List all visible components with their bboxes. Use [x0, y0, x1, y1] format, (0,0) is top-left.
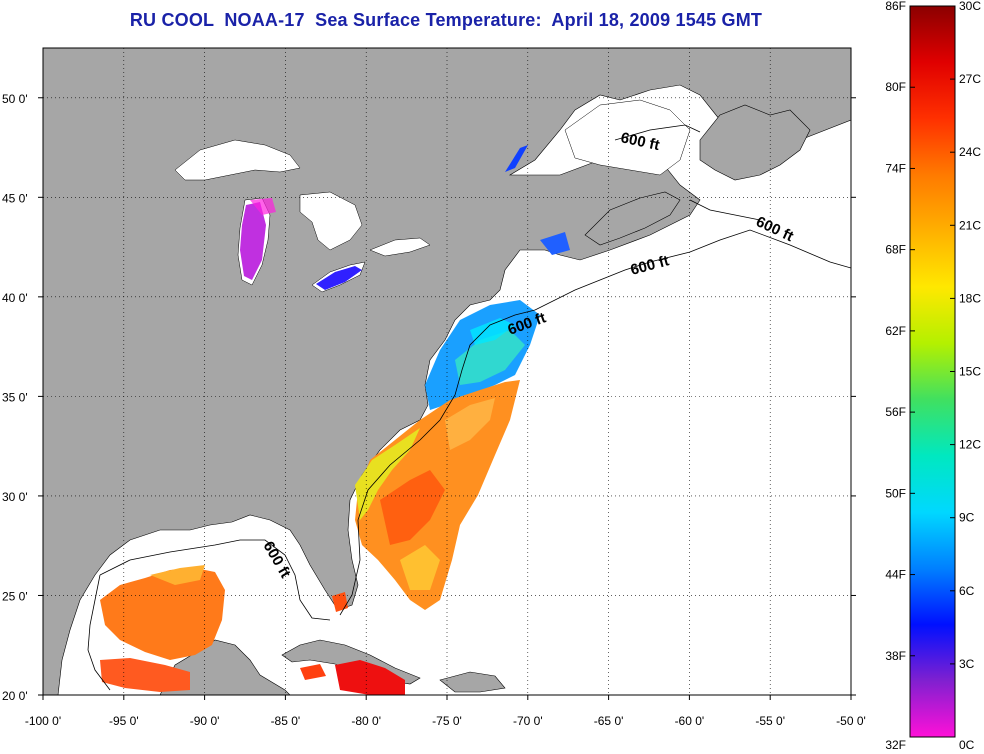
temperature-colorbar: 86F 80F 74F 68F 62F 56F 50F 44F 38F 32F 30C 27C 24C 2… [885, 0, 981, 752]
y-tick-label: 40 0' [2, 291, 28, 305]
x-tick-label: -90 0' [190, 714, 220, 728]
sst-data-layer [100, 145, 570, 695]
x-tick-label: -70 0' [513, 714, 543, 728]
isobath-contours [87, 124, 851, 691]
y-tick-label: 20 0' [2, 689, 28, 703]
colorbar-fahrenheit-label: 74F [885, 161, 906, 175]
colorbar-fahrenheit-label: 56F [885, 405, 906, 419]
x-tick-label: -80 0' [351, 714, 381, 728]
colorbar-fahrenheit-label: 62F [885, 324, 906, 338]
hispaniola-land [439, 671, 506, 693]
y-tick-label: 30 0' [2, 490, 28, 504]
colorbar-fahrenheit-label: 44F [885, 568, 906, 582]
colorbar-fahrenheit-label: 80F [885, 80, 906, 94]
x-tick-label: -50 0' [836, 714, 866, 728]
colorbar-celsius-label: 15C [959, 365, 981, 379]
x-tick-label: -95 0' [109, 714, 139, 728]
colorbar-celsius-label: 0C [959, 738, 975, 752]
lake-ontario [369, 237, 431, 257]
lake-superior [174, 139, 301, 181]
yucatan-land [159, 639, 291, 695]
x-tick-label: -100 0' [25, 714, 61, 728]
map-gridlines [43, 48, 851, 695]
x-tick-label: -60 0' [675, 714, 705, 728]
colorbar-fahrenheit-label: 68F [885, 243, 906, 257]
lake-huron [299, 191, 363, 251]
x-tick-label: -75 0' [432, 714, 462, 728]
colorbar-fahrenheit-label: 50F [885, 486, 906, 500]
gulf-st-lawrence-water [564, 99, 691, 176]
colorbar-celsius-label: 30C [959, 0, 981, 13]
map-title: RU COOL NOAA-17 Sea Surface Temperature:… [129, 10, 763, 30]
colorbar-celsius-label: 3C [959, 657, 975, 671]
colorbar-celsius-label: 12C [959, 438, 981, 452]
y-tick-label: 25 0' [2, 589, 28, 603]
y-tick-label: 50 0' [2, 92, 28, 106]
x-tick-label: -55 0' [755, 714, 785, 728]
colorbar-fahrenheit-label: 38F [885, 649, 906, 663]
map-axes: -100 0' -95 0' -90 0' -85 0' -80 0' -75 0' -70… [2, 92, 866, 728]
y-tick-label: 45 0' [2, 191, 28, 205]
colorbar-fahrenheit-label: 86F [885, 0, 906, 13]
y-tick-label: 35 0' [2, 390, 28, 404]
colorbar-celsius-label: 6C [959, 584, 975, 598]
colorbar-celsius-label: 9C [959, 511, 975, 525]
colorbar-celsius-label: 21C [959, 218, 981, 232]
colorbar-gradient [909, 5, 956, 738]
nova-scotia-land [584, 191, 681, 246]
map-panel: 600 ft 600 ft 600 ft 600 ft 600 ft [43, 48, 851, 695]
colorbar-fahrenheit-label: 32F [885, 738, 906, 752]
colorbar-celsius-label: 18C [959, 291, 981, 305]
colorbar-celsius-label: 27C [959, 72, 981, 86]
x-tick-label: -65 0' [594, 714, 624, 728]
newfoundland-land [699, 104, 811, 181]
colorbar-celsius-label: 24C [959, 145, 981, 159]
x-tick-label: -85 0' [271, 714, 301, 728]
